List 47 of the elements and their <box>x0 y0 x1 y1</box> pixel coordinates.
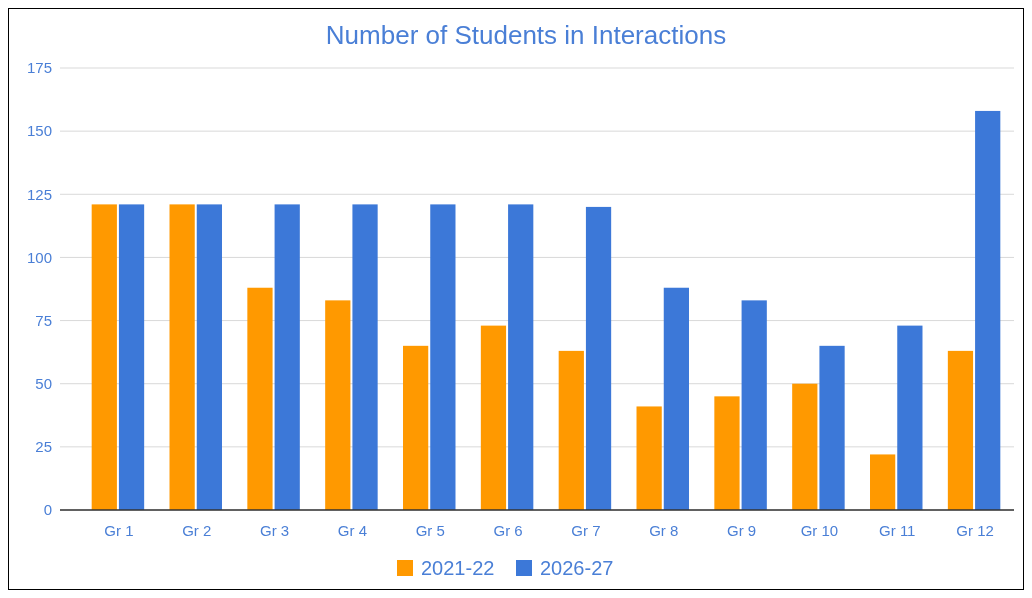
x-tick-label: Gr 6 <box>493 522 523 539</box>
legend-label: 2026-27 <box>540 557 614 579</box>
x-tick-label: Gr 11 <box>879 522 916 539</box>
x-tick-label: Gr 2 <box>182 522 212 539</box>
bar <box>325 300 351 510</box>
x-tick-label: Gr 4 <box>337 522 368 539</box>
chart-title: Number of Students in Interactions <box>325 20 727 50</box>
y-tick-label: 50 <box>35 374 52 392</box>
y-tick-label: 0 <box>43 501 52 519</box>
bar <box>819 345 845 510</box>
bar <box>663 287 689 510</box>
y-tick-label: 125 <box>26 185 52 203</box>
bar <box>118 204 145 510</box>
x-tick-label: Gr 7 <box>571 522 601 539</box>
bar <box>274 204 300 510</box>
x-tick-label: Gr 12 <box>956 522 994 539</box>
x-tick-label: Gr 8 <box>649 522 679 539</box>
bar <box>352 204 378 510</box>
bar <box>196 204 222 510</box>
bar <box>91 204 117 510</box>
legend-label: 2021-22 <box>421 557 495 579</box>
bar <box>247 287 273 510</box>
x-tick-label: Gr 3 <box>259 522 290 539</box>
y-tick-label: 175 <box>26 59 52 77</box>
x-tick-label: Gr 9 <box>726 522 757 539</box>
y-tick-label: 150 <box>26 122 52 140</box>
bar <box>947 350 974 510</box>
bar <box>792 383 818 510</box>
bar <box>430 204 456 510</box>
x-tick-label: Gr 10 <box>800 522 839 539</box>
x-tick-label: Gr 5 <box>415 522 445 539</box>
bar <box>585 206 612 510</box>
bar <box>897 325 923 510</box>
bar <box>169 204 195 510</box>
bar <box>558 350 584 510</box>
x-tick-label: Gr 1 <box>104 522 134 539</box>
y-tick-label: 25 <box>35 438 52 456</box>
bar <box>403 345 429 510</box>
bar <box>714 396 740 510</box>
bar <box>741 300 767 510</box>
bar <box>508 204 534 510</box>
y-tick-label: 75 <box>35 311 52 329</box>
bar <box>975 110 1001 510</box>
bar <box>636 406 662 510</box>
bar <box>480 325 507 510</box>
bar <box>870 454 896 510</box>
y-tick-label: 100 <box>26 248 52 266</box>
